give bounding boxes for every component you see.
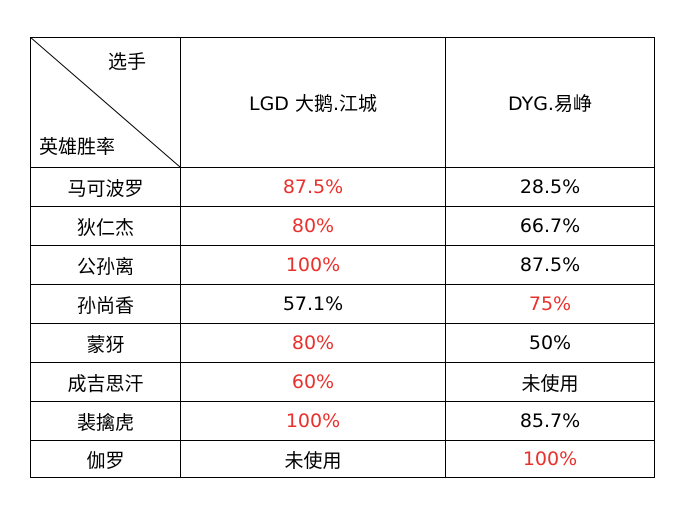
column-divider	[180, 37, 181, 478]
player-1-winrate-cell: 未使用	[284, 449, 342, 472]
row-divider	[30, 245, 655, 246]
hero-name-cell: 蒙犽	[86, 333, 125, 356]
player-1-winrate-cell: 57.1%	[282, 293, 344, 315]
hero-name-cell: 狄仁杰	[76, 216, 134, 239]
player-2-winrate-cell: 85.7%	[519, 410, 581, 432]
row-divider	[30, 323, 655, 324]
corner-diagonal	[30, 37, 181, 168]
table-border-left	[30, 37, 31, 478]
hero-name-cell: 公孙离	[76, 255, 134, 278]
corner-label-player: 选手	[108, 51, 147, 73]
player-1-winrate-cell: 60%	[291, 371, 335, 393]
player-2-winrate-cell: 75%	[528, 293, 572, 315]
player-2-winrate-cell: 66.7%	[519, 215, 581, 237]
column-divider	[445, 37, 446, 478]
row-divider	[30, 401, 655, 402]
row-divider	[30, 440, 655, 441]
hero-name-cell: 孙尚香	[76, 294, 134, 317]
player-1-winrate-cell: 87.5%	[282, 176, 344, 198]
player-2-winrate-cell: 87.5%	[519, 254, 581, 276]
table-border-top	[30, 37, 655, 38]
row-divider	[30, 284, 655, 285]
player-1-winrate-cell: 80%	[291, 215, 335, 237]
header-player-1: LGD 大鹅.江城	[248, 93, 378, 115]
hero-name-cell: 马可波罗	[67, 177, 144, 200]
player-2-winrate-cell: 28.5%	[519, 176, 581, 198]
table-border-right	[654, 37, 655, 478]
player-2-winrate-cell: 50%	[528, 332, 572, 354]
hero-name-cell: 伽罗	[86, 449, 125, 472]
player-2-winrate-cell: 100%	[522, 448, 578, 470]
hero-name-cell: 成吉思汗	[67, 372, 144, 395]
hero-name-cell: 裴擒虎	[76, 411, 134, 434]
corner-label-hero-winrate: 英雄胜率	[39, 136, 116, 158]
player-1-winrate-cell: 100%	[285, 410, 341, 432]
row-divider	[30, 362, 655, 363]
header-divider	[30, 167, 655, 168]
hero-winrate-table: 选手 英雄胜率 LGD 大鹅.江城 DYG.易峥 马可波罗 87.5% 28.5% 狄…	[30, 37, 655, 478]
table-border-bottom	[30, 477, 655, 478]
player-2-winrate-cell: 未使用	[521, 372, 579, 395]
player-1-winrate-cell: 80%	[291, 332, 335, 354]
player-1-winrate-cell: 100%	[285, 254, 341, 276]
header-player-2: DYG.易峥	[508, 93, 592, 115]
row-divider	[30, 206, 655, 207]
